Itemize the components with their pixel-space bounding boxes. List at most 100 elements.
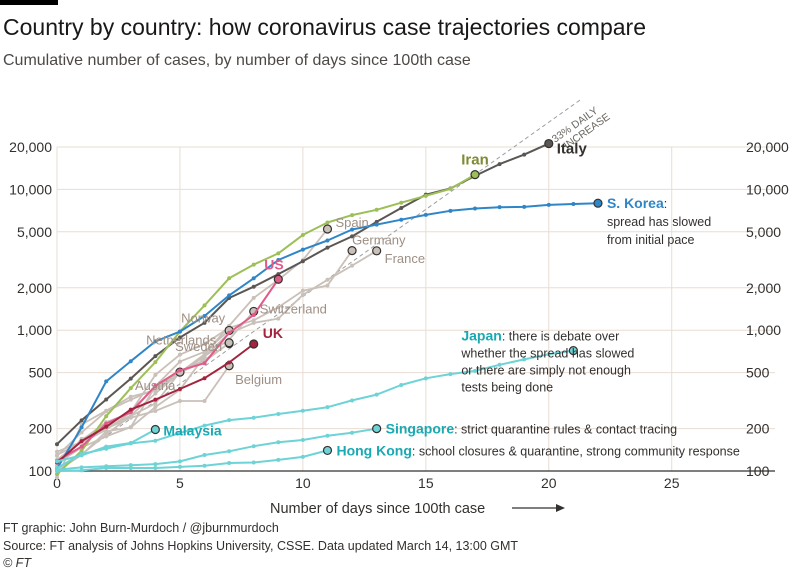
series-point-us bbox=[177, 368, 182, 373]
annotation-japan-line: : there is debate over bbox=[502, 330, 619, 344]
series-point-uk bbox=[227, 360, 232, 365]
series-point-iran bbox=[153, 360, 158, 365]
series-label-uk: UK bbox=[263, 325, 283, 341]
y-tick-label-left: 200 bbox=[29, 421, 53, 437]
x-tick-label: 15 bbox=[418, 475, 434, 491]
series-label-s-korea: S. Korea bbox=[607, 195, 664, 211]
series-point-japan bbox=[202, 423, 207, 428]
series-point-france bbox=[300, 292, 305, 297]
x-axis-title-arrow-head bbox=[556, 504, 565, 512]
series-point-japan bbox=[522, 357, 527, 362]
series-point-hong-kong bbox=[79, 468, 84, 473]
y-tick-label-left: 100 bbox=[29, 463, 53, 479]
series-point-s-korea bbox=[325, 238, 330, 243]
series-label-switzerland: Switzerland bbox=[260, 301, 327, 316]
series-point-s-korea bbox=[473, 206, 478, 211]
series-point-us bbox=[202, 361, 207, 366]
series-point-france bbox=[350, 263, 355, 268]
series-point-singapore bbox=[276, 440, 281, 445]
series-point-malaysia bbox=[104, 444, 109, 449]
series-point-hong-kong bbox=[227, 460, 232, 465]
series-label-germany: Germany bbox=[352, 233, 406, 248]
series-line-iran bbox=[56, 173, 476, 476]
series-point-italy bbox=[325, 245, 330, 250]
series-point-austria bbox=[104, 432, 109, 437]
series-point-s-korea bbox=[350, 227, 355, 232]
series-point-s-korea bbox=[522, 204, 527, 209]
series-point-france bbox=[104, 429, 109, 434]
series-endpoint-iran bbox=[470, 170, 480, 180]
series-label-us: US bbox=[264, 256, 283, 272]
series-point-hong-kong bbox=[128, 466, 133, 471]
series-point-s-korea bbox=[128, 359, 133, 364]
series-point-norway bbox=[128, 425, 133, 430]
series-line-hong-kong bbox=[56, 449, 329, 472]
series-point-spain bbox=[251, 295, 256, 300]
annotation-s-korea: : spread has slowed from initial pace bbox=[607, 197, 711, 247]
series-point-s-korea bbox=[571, 202, 576, 207]
series-point-malaysia bbox=[79, 453, 84, 458]
series-point-italy bbox=[128, 376, 133, 381]
series-label-singapore: Singapore bbox=[386, 421, 455, 437]
series-point-hong-kong bbox=[276, 457, 281, 462]
series-point-france bbox=[276, 316, 281, 321]
series-label-sweden: Sweden bbox=[175, 339, 222, 354]
y-tick-label-left: 500 bbox=[29, 365, 53, 381]
series-label-france: France bbox=[385, 251, 425, 266]
y-tick-label-left: 20,000 bbox=[9, 139, 52, 155]
series-point-s-korea bbox=[153, 339, 158, 344]
y-tick-label-right: 2,000 bbox=[746, 280, 781, 296]
series-point-italy bbox=[104, 397, 109, 402]
annotation-hong-kong: : school closures & quarantine, strong c… bbox=[412, 444, 740, 458]
series-point-s-korea bbox=[276, 258, 281, 263]
series-point-italy bbox=[177, 335, 182, 340]
series-label-japan: Japan bbox=[461, 328, 501, 344]
series-point-sweden bbox=[55, 449, 59, 454]
series-point-s-korea bbox=[423, 212, 428, 217]
series-point-belgium bbox=[177, 399, 182, 404]
series-point-hong-kong bbox=[104, 466, 109, 471]
annotations: : spread has slowed from initial pace : the… bbox=[412, 197, 740, 458]
series-point-germany bbox=[202, 341, 207, 346]
series-point-belgium bbox=[153, 408, 158, 413]
series-point-belgium bbox=[128, 415, 133, 420]
series-point-iran bbox=[399, 200, 404, 205]
series-point-s-korea bbox=[104, 379, 109, 384]
series-point-france bbox=[325, 277, 330, 282]
series-point-japan bbox=[276, 411, 281, 416]
series-point-france bbox=[251, 320, 256, 325]
series-point-japan bbox=[300, 408, 305, 413]
series-point-japan bbox=[374, 392, 379, 397]
series-point-iran bbox=[55, 472, 59, 477]
series-point-japan bbox=[227, 418, 232, 423]
series-point-s-korea bbox=[251, 276, 256, 281]
series-labels: Italy Iran S. Korea Spain Germany France Switz… bbox=[135, 141, 664, 459]
series-point-italy bbox=[300, 259, 305, 264]
annotation-japan-line: or there are simply not enough bbox=[461, 364, 631, 378]
series-point-norway bbox=[177, 359, 182, 364]
series-point-italy bbox=[153, 354, 158, 359]
series-endpoint-germany bbox=[347, 246, 357, 256]
series-point-uk bbox=[104, 424, 109, 429]
series-point-italy bbox=[202, 320, 207, 325]
annotation-s-korea-line: from initial pace bbox=[607, 233, 695, 247]
x-tick-label: 20 bbox=[541, 475, 557, 491]
series-endpoint-singapore bbox=[372, 424, 382, 434]
series-point-hong-kong bbox=[153, 466, 158, 471]
series-endpoint-hong-kong bbox=[322, 445, 333, 456]
series-point-italy bbox=[374, 219, 379, 224]
series-point-japan bbox=[423, 376, 428, 381]
y-tick-label-left: 1,000 bbox=[17, 322, 52, 338]
series-line-japan bbox=[56, 349, 575, 469]
x-axis-title: Number of days since 100th case bbox=[270, 501, 485, 517]
series-endpoint-uk bbox=[249, 339, 259, 349]
series-endpoint-italy bbox=[544, 138, 554, 149]
series-endpoint-spain bbox=[322, 224, 333, 234]
series-line-spain bbox=[56, 228, 329, 461]
series-point-netherlands bbox=[79, 430, 84, 435]
copyright: © FT bbox=[3, 556, 31, 570]
series-point-japan bbox=[399, 383, 404, 388]
series-point-italy bbox=[55, 442, 59, 447]
series-point-iran bbox=[423, 193, 428, 198]
series-point-malaysia bbox=[128, 441, 133, 446]
